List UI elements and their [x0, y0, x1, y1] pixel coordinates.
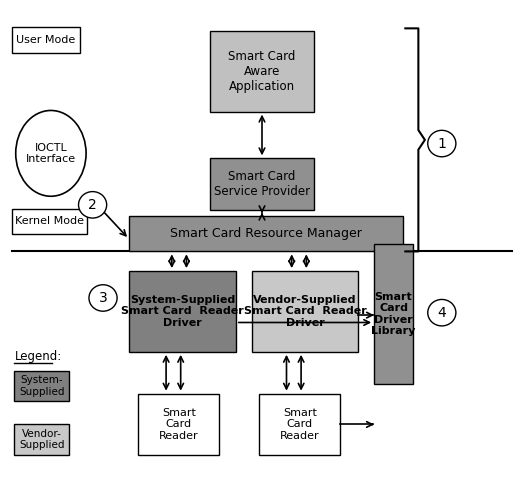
- Ellipse shape: [16, 110, 86, 196]
- Text: User Mode: User Mode: [16, 35, 75, 45]
- FancyBboxPatch shape: [15, 371, 69, 401]
- Text: Smart
Card
Reader: Smart Card Reader: [159, 408, 199, 441]
- Circle shape: [428, 130, 456, 157]
- Text: 3: 3: [99, 291, 107, 305]
- Text: Smart Card Resource Manager: Smart Card Resource Manager: [170, 227, 362, 240]
- Text: System-
Supplied: System- Supplied: [19, 375, 64, 396]
- FancyBboxPatch shape: [12, 209, 88, 234]
- FancyBboxPatch shape: [12, 28, 80, 53]
- FancyBboxPatch shape: [129, 216, 403, 251]
- Text: 2: 2: [88, 198, 97, 212]
- FancyBboxPatch shape: [374, 244, 413, 384]
- FancyBboxPatch shape: [210, 31, 314, 112]
- Text: Vendor-Supplied
Smart Card  Reader
Driver: Vendor-Supplied Smart Card Reader Driver: [244, 295, 366, 328]
- Text: Kernel Mode: Kernel Mode: [15, 216, 84, 226]
- FancyBboxPatch shape: [138, 393, 219, 455]
- Text: Smart Card
Service Provider: Smart Card Service Provider: [214, 170, 310, 198]
- FancyBboxPatch shape: [129, 271, 236, 352]
- Text: 4: 4: [438, 306, 446, 319]
- Text: Smart
Card
Driver
Library: Smart Card Driver Library: [372, 291, 416, 336]
- FancyBboxPatch shape: [15, 424, 69, 455]
- FancyBboxPatch shape: [252, 271, 358, 352]
- Text: IOCTL
Interface: IOCTL Interface: [26, 142, 76, 164]
- Text: Smart Card
Aware
Application: Smart Card Aware Application: [228, 50, 296, 93]
- FancyBboxPatch shape: [210, 158, 314, 210]
- Circle shape: [79, 192, 107, 218]
- Text: Legend:: Legend:: [15, 351, 62, 363]
- Circle shape: [428, 299, 456, 326]
- Circle shape: [89, 285, 117, 311]
- Text: System-Supplied
Smart Card  Reader
Driver: System-Supplied Smart Card Reader Driver: [121, 295, 244, 328]
- Text: Smart
Card
Reader: Smart Card Reader: [280, 408, 320, 441]
- FancyBboxPatch shape: [259, 393, 340, 455]
- Text: Vendor-
Supplied: Vendor- Supplied: [19, 429, 64, 451]
- Text: 1: 1: [438, 137, 446, 150]
